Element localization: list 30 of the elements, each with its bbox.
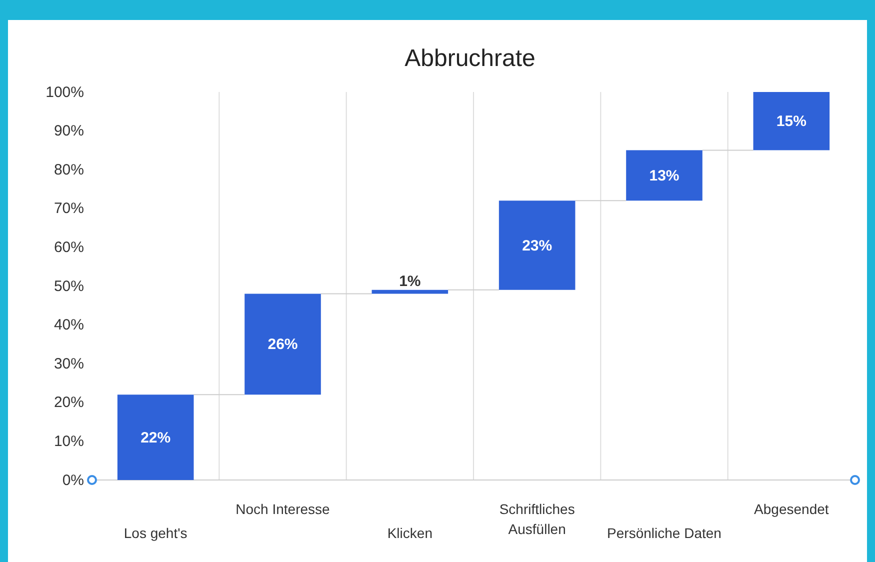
bar bbox=[753, 92, 830, 150]
y-tick-label: 60% bbox=[54, 239, 84, 256]
data-label: 23% bbox=[522, 237, 552, 254]
x-tick-label: Noch Interesse bbox=[236, 501, 330, 517]
data-label: 15% bbox=[776, 113, 806, 130]
chart-title: Abbruchrate bbox=[404, 45, 536, 72]
bar bbox=[626, 150, 702, 201]
y-tick-label: 40% bbox=[54, 316, 84, 334]
y-tick-label: 0% bbox=[62, 472, 84, 489]
data-label: 22% bbox=[140, 429, 171, 446]
y-tick-label: 10% bbox=[54, 433, 84, 450]
x-tick-label: Klicken bbox=[387, 525, 432, 541]
bar bbox=[498, 200, 576, 290]
y-tick-label: 80% bbox=[54, 161, 84, 178]
y-tick-label: 70% bbox=[54, 200, 84, 218]
x-tick-label: Abgesendet bbox=[754, 501, 829, 517]
y-tick-label: 30% bbox=[54, 355, 84, 372]
data-label: 26% bbox=[268, 336, 298, 354]
bar bbox=[372, 290, 448, 294]
data-label: 13% bbox=[649, 167, 680, 184]
data-label: 1% bbox=[399, 272, 421, 290]
y-tick-label: 100% bbox=[46, 84, 84, 101]
x-tick-label: Schriftliches Ausfüllen bbox=[499, 501, 575, 537]
y-tick-label: 50% bbox=[54, 278, 84, 295]
x-tick-label: Persönliche Daten bbox=[607, 525, 722, 541]
bar bbox=[244, 294, 321, 395]
y-tick-label: 90% bbox=[54, 122, 84, 140]
x-tick-label: Los geht's bbox=[124, 525, 188, 541]
bar bbox=[117, 394, 194, 480]
y-tick-label: 20% bbox=[54, 394, 84, 412]
